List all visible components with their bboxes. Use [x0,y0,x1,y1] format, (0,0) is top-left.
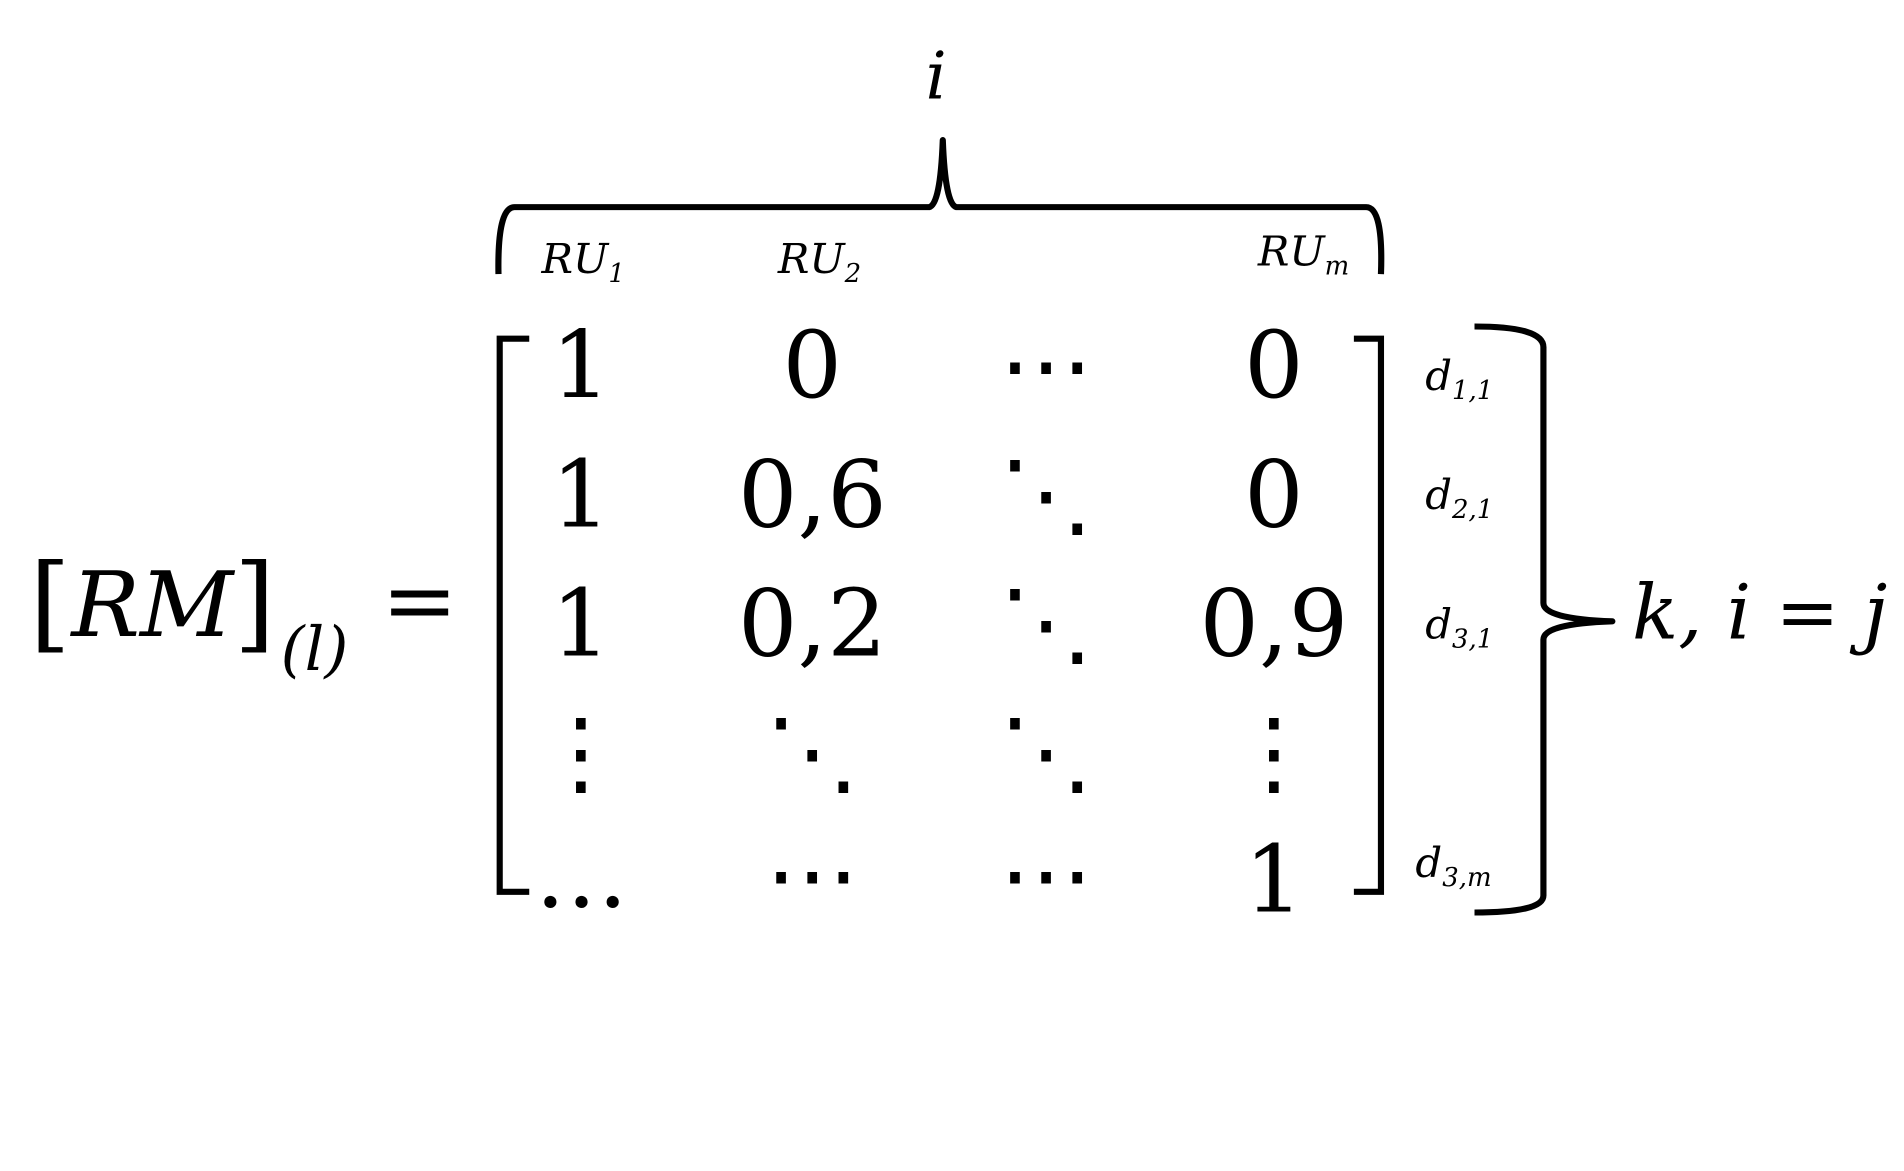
matrix-cell: ⋱ [999,568,1093,678]
matrix-cell: 1 [551,439,611,549]
matrix-cell: 0,2 [737,568,887,678]
column-label-1: RU1 [541,235,625,288]
matrix-cell: ⋱ [999,698,1093,807]
matrix-right-bracket [1353,335,1385,895]
bracket-graphics [495,137,1616,916]
row-label-1: d1,1 [1425,352,1494,405]
column-label-m: RUm [1257,227,1350,281]
right-curly-brace [1474,323,1616,916]
row-label-4: d3,m [1415,839,1492,893]
top-brace-label: i [925,37,947,115]
matrix-cell: ⋱ [765,698,860,807]
lhs-left-bracket: [ [29,542,71,664]
matrix-cell: 0,6 [737,439,887,549]
matrix-cell: 1 [551,568,611,678]
lhs-right-bracket: ] [233,542,276,664]
row-label-2: d2,1 [1425,471,1494,525]
matrix-cell: ⋱ [999,439,1093,549]
right-brace-label: k, i = j [1632,567,1888,657]
column-label-2: RU2 [777,235,862,288]
matrix-cell: 0 [782,310,843,420]
top-curly-brace [495,137,1385,275]
matrix-cell: ⋯ [765,819,860,929]
matrix-cell: 0,9 [1199,568,1349,678]
lhs-subscript: (l) [280,614,349,685]
lhs-symbol: RM [71,553,234,658]
matrix-cell: 1 [551,310,611,420]
matrix-cell: 1 [1244,824,1304,934]
matrix-cell: 0 [1244,439,1304,549]
matrix-cell: ⋯ [999,819,1093,929]
matrix-left-bracket [496,335,530,895]
matrix-cell: … [534,819,629,929]
row-label-3: d3,1 [1425,600,1494,654]
matrix-cell: ⋮ [534,698,628,807]
matrix-cell: 0 [1244,310,1304,420]
lhs-equals: = [381,548,458,654]
matrix-cell: ⋯ [999,310,1093,420]
matrix-cell: ⋮ [1227,698,1321,807]
